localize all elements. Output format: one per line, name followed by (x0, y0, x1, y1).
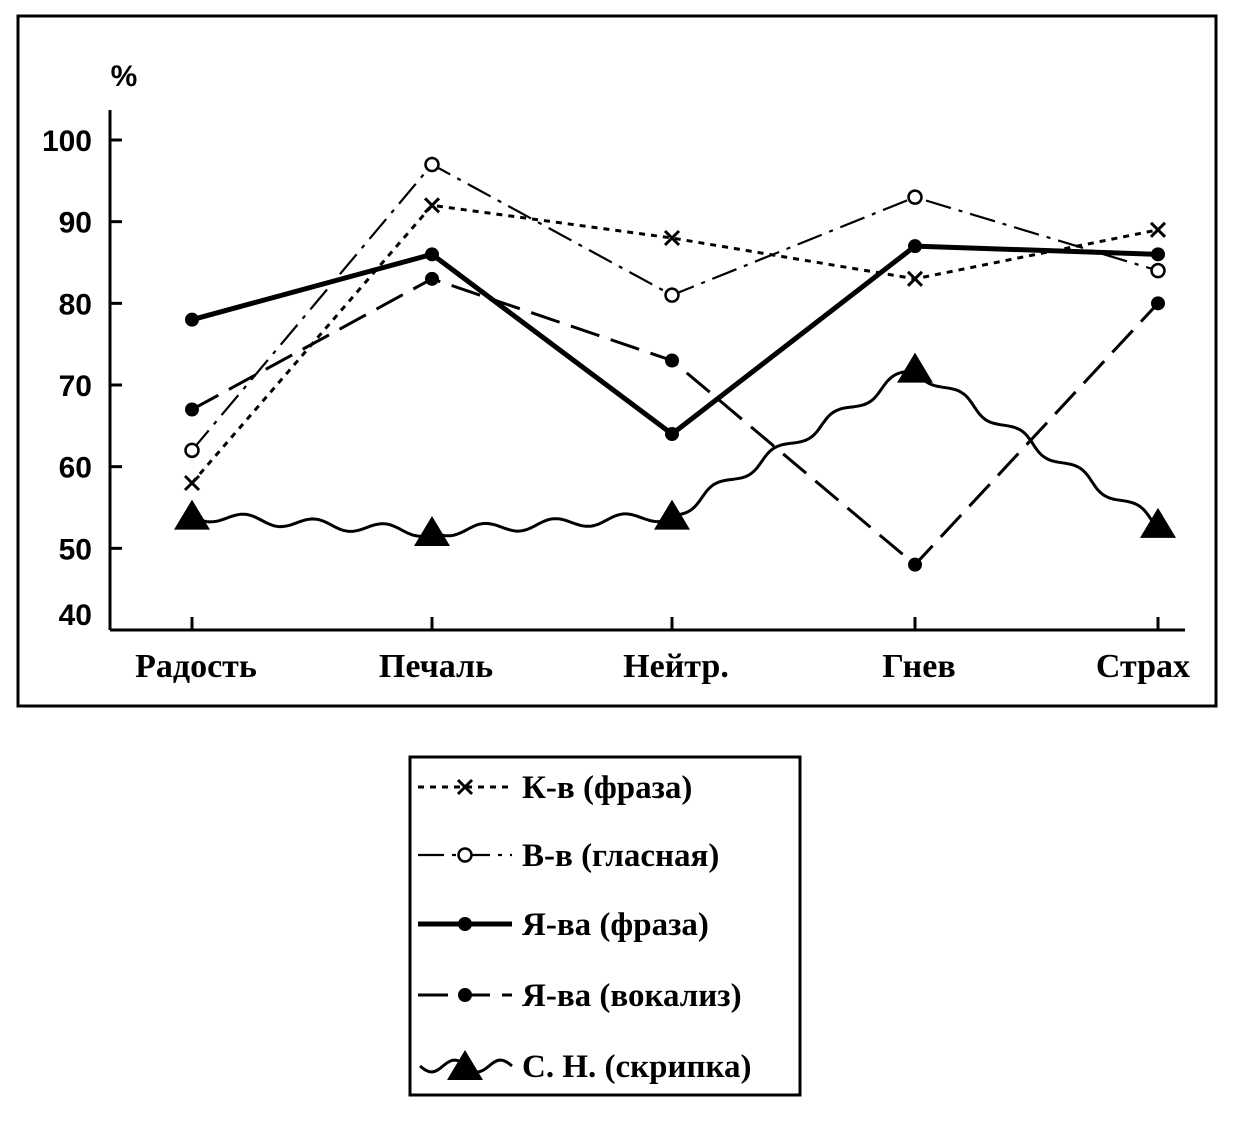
series-4 (185, 271, 1165, 572)
legend-label: С. Н. (скрипка) (522, 1049, 752, 1085)
x-ticks: Радость Печаль Нейтр. Гнев Страх (135, 617, 1190, 685)
series-1 (183, 197, 1167, 492)
data-point (1151, 247, 1165, 262)
data-point (1140, 507, 1176, 538)
x-tick-label: Радость (135, 648, 257, 685)
data-point (1151, 296, 1165, 311)
x-tick-label: Гнев (882, 648, 955, 685)
legend-label: В-в (гласная) (522, 838, 719, 874)
data-point (1149, 221, 1167, 238)
legend-label: Я-ва (фраза) (522, 907, 709, 943)
legend-item-4: Я-ва (вокализ) (418, 978, 742, 1014)
legend-swatch-marker (458, 988, 472, 1002)
legend: К-в (фраза) В-в (гласная) Я-ва (фраза) Я-ва… (418, 770, 752, 1085)
data-point (663, 229, 681, 247)
legend-swatch-marker (458, 917, 472, 931)
data-point (425, 247, 439, 262)
data-point (897, 352, 933, 383)
data-point (664, 287, 680, 303)
legend-swatch-marker (447, 1050, 483, 1080)
legend-swatch-marker (456, 778, 474, 796)
legend-item-5: С. Н. (скрипка) (419, 1049, 752, 1085)
data-point (185, 312, 199, 327)
legend-item-1: К-в (фраза) (418, 770, 692, 806)
data-point (907, 189, 923, 205)
series-line (191, 368, 1158, 538)
series-3 (185, 239, 1165, 441)
series-line (191, 243, 1159, 437)
data-point (424, 156, 440, 173)
y-tick-label: 40 (59, 599, 92, 632)
y-tick-label: 70 (59, 370, 92, 403)
series-5 (174, 352, 1176, 546)
legend-label: Я-ва (вокализ) (522, 978, 742, 1014)
legend-item-3: Я-ва (фраза) (418, 907, 709, 943)
data-point (423, 197, 441, 214)
legend-label: К-в (фраза) (522, 770, 692, 806)
data-point (425, 271, 439, 286)
data-point (654, 499, 690, 530)
series-line (190, 203, 1159, 484)
y-tick-label: 90 (59, 207, 92, 240)
y-ticks: 100 90 80 70 60 50 40 (42, 125, 122, 632)
series-line (191, 163, 1159, 452)
y-tick-label: 50 (59, 533, 92, 566)
data-point (665, 427, 679, 441)
y-tick-label: 60 (59, 452, 92, 485)
data-point (906, 270, 924, 287)
chart-frame (16, 14, 1218, 708)
y-tick-label: 100 (42, 125, 92, 158)
data-point (174, 499, 210, 530)
data-point (185, 402, 199, 417)
legend-item-2: В-в (гласная) (418, 838, 719, 874)
data-point (183, 474, 201, 492)
data-point (1150, 262, 1166, 279)
series-2 (184, 156, 1166, 459)
x-tick-label: Нейтр. (623, 648, 729, 685)
data-point (414, 516, 450, 546)
data-point (665, 353, 679, 368)
data-point (908, 557, 922, 572)
y-tick-label: 80 (59, 288, 92, 321)
series-layer (174, 156, 1176, 572)
data-point (908, 239, 922, 254)
data-point (184, 442, 200, 459)
legend-box (408, 755, 802, 1097)
legend-swatch-marker (457, 847, 473, 863)
y-unit-label: % (111, 60, 138, 93)
x-tick-label: Печаль (379, 648, 493, 685)
x-tick-label: Страх (1096, 648, 1190, 685)
